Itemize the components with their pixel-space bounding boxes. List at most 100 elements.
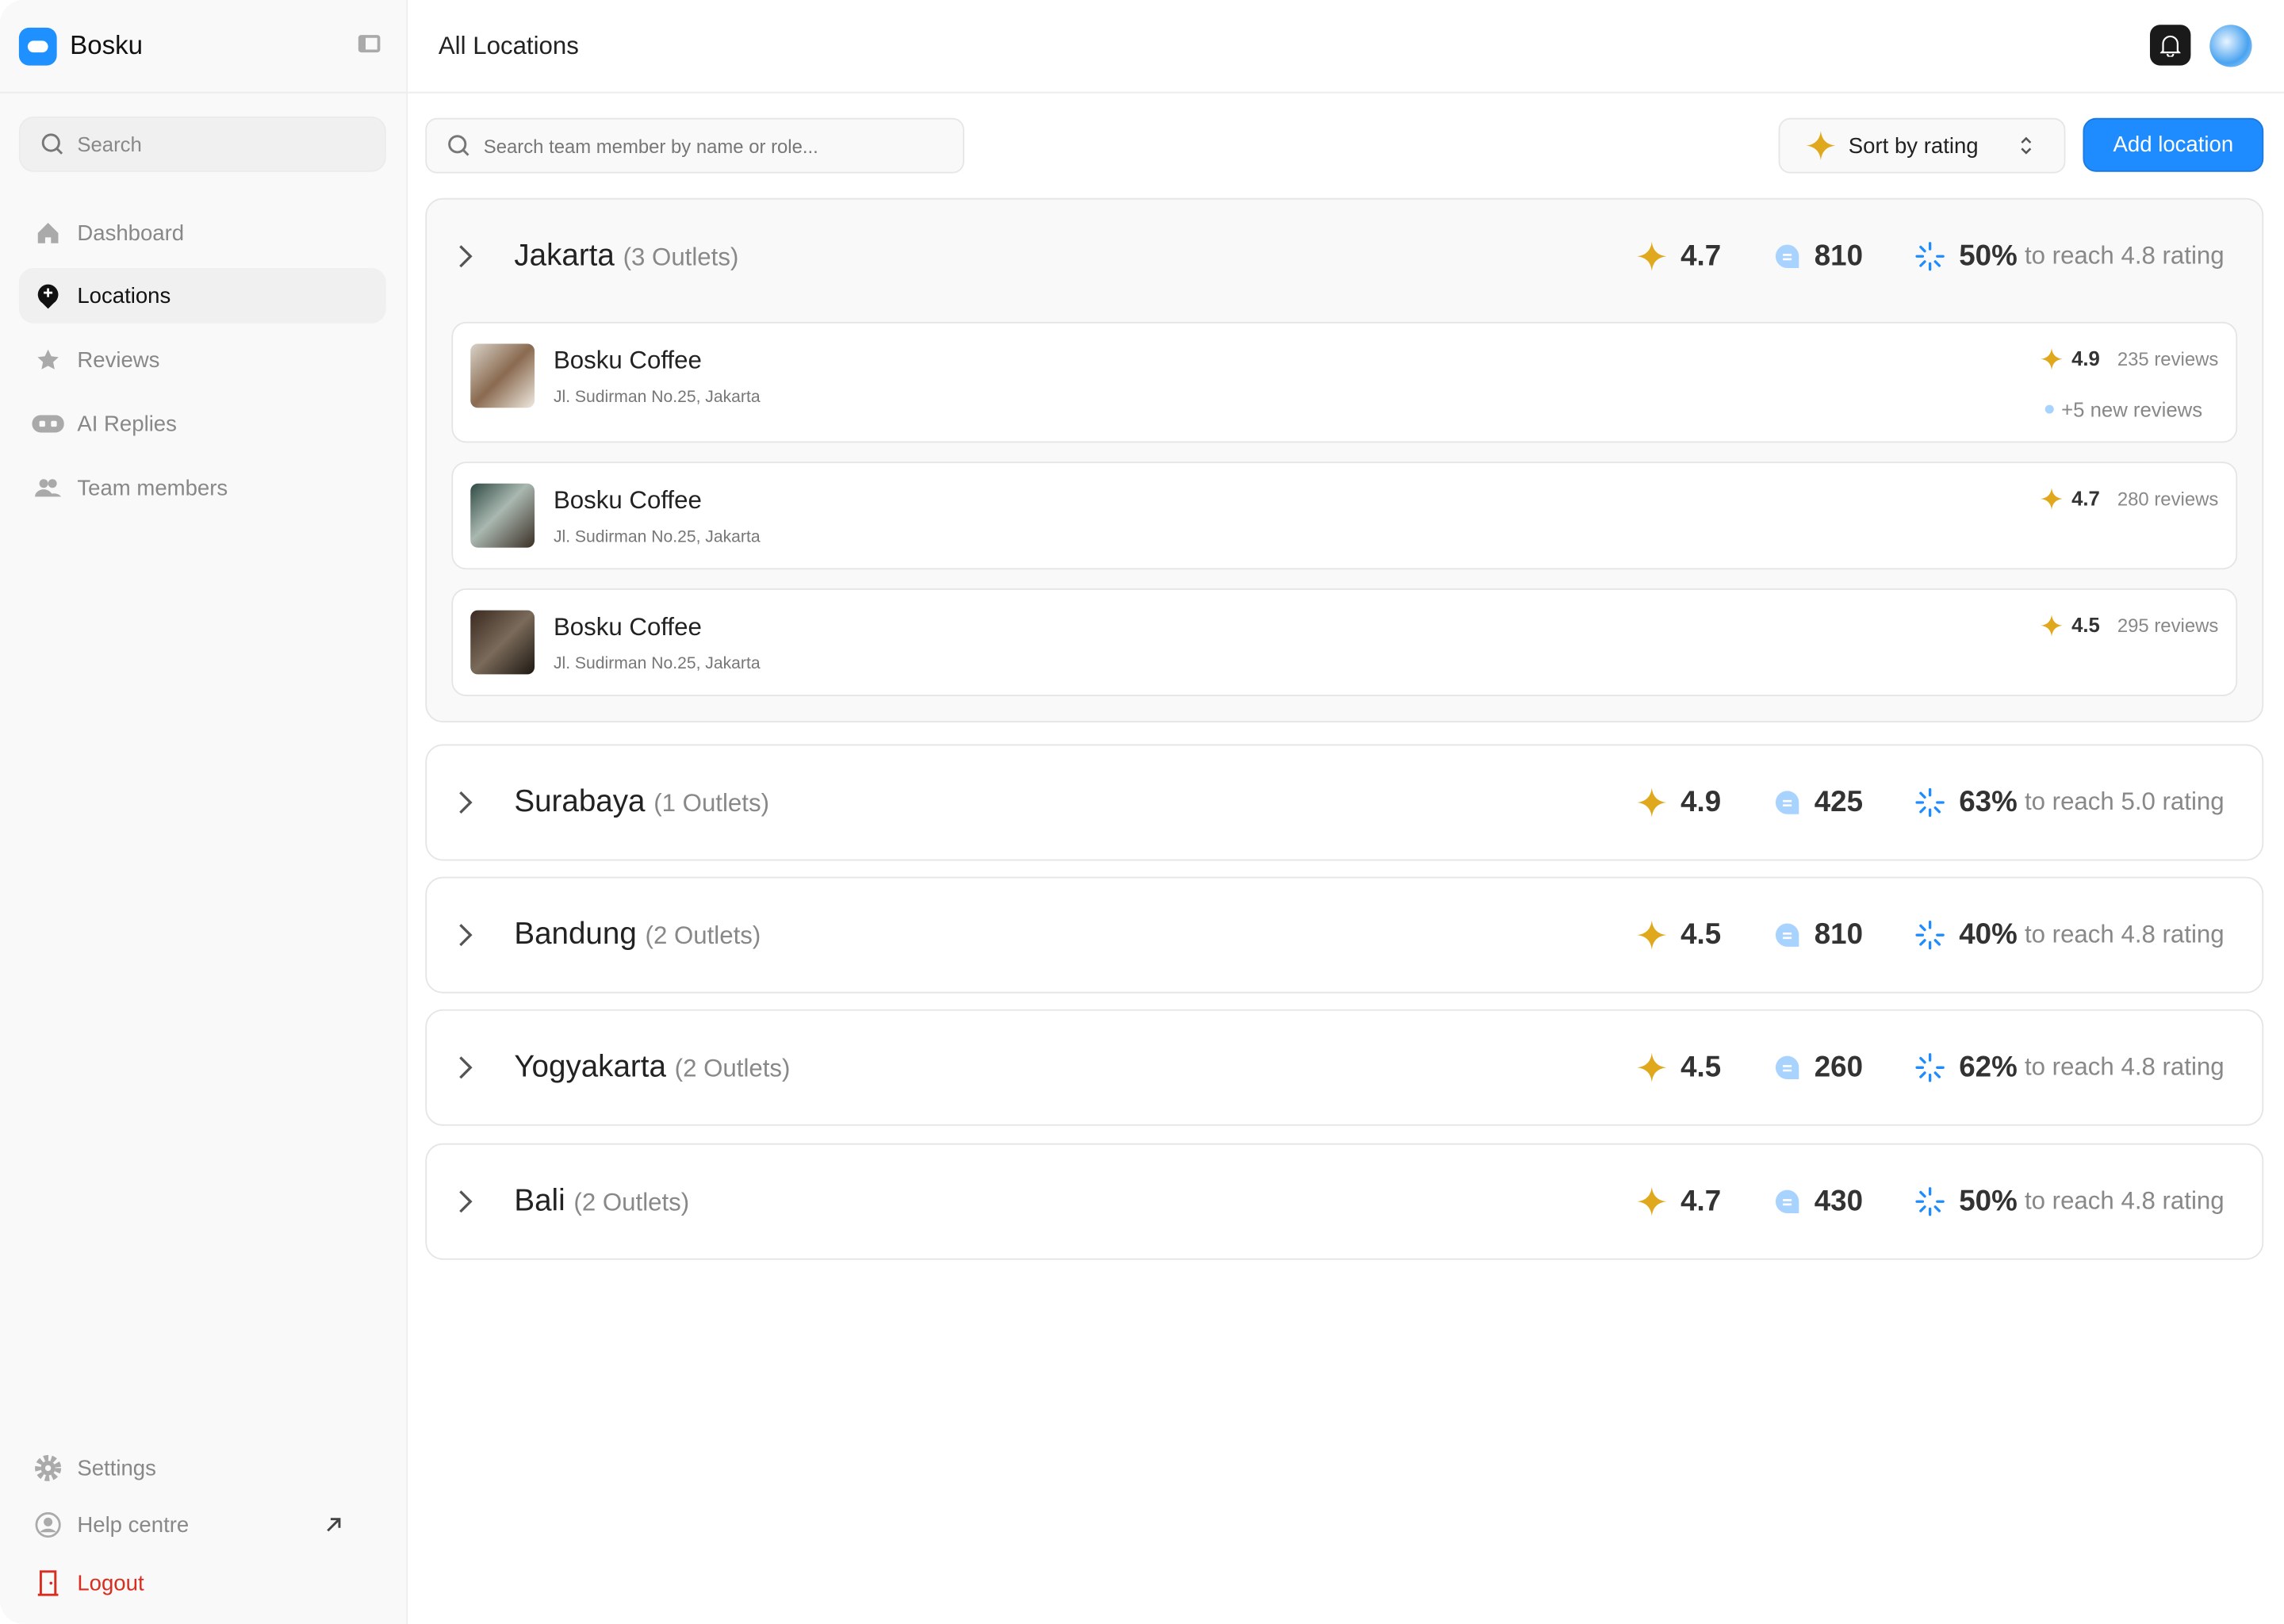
outlet-photo <box>470 483 535 548</box>
outlet-name: Bosku Coffee <box>553 613 702 642</box>
rating-stat: 4.5 <box>1636 918 1721 952</box>
sidebar-item-help-centre[interactable]: Help centre <box>19 1500 386 1549</box>
progress-percent: 63% <box>1959 785 2018 818</box>
outlet-rating: 4.9 235 reviews <box>2041 347 2218 370</box>
sidebar-item-label: Help centre <box>77 1512 190 1538</box>
city-label: Yogyakarta <box>514 1050 666 1084</box>
location-group-header[interactable]: Surabaya (1 Outlets) 4.9 425 63% to reach… <box>427 745 2262 859</box>
comment-icon <box>1775 1055 1799 1079</box>
location-group-header[interactable]: Bandung (2 Outlets) 4.5 810 40% to reach … <box>427 879 2262 992</box>
outlet-card[interactable]: Bosku Coffee Jl. Sudirman No.25, Jakarta… <box>451 588 2238 696</box>
sidebar-item-dashboard[interactable]: Dashboard <box>19 205 386 261</box>
user-circle-icon <box>19 1511 77 1538</box>
outlet-review-count: 295 reviews <box>2117 614 2219 636</box>
rating-stat: 4.7 <box>1636 1185 1721 1218</box>
city-name: Yogyakarta (2 Outlets) <box>514 1050 790 1085</box>
sidebar-item-settings[interactable]: Settings <box>19 1443 386 1492</box>
location-group: Surabaya (1 Outlets) 4.9 425 63% to reach… <box>425 744 2264 861</box>
chevron-right-icon[interactable] <box>456 922 473 948</box>
reviews-stat: 810 <box>1773 918 1863 952</box>
reviews-count: 430 <box>1814 1185 1864 1217</box>
city-name: Surabaya (1 Outlets) <box>514 785 769 820</box>
location-group: Jakarta (3 Outlets) 4.7 810 50% to reach … <box>425 197 2264 723</box>
logo-icon <box>18 26 57 65</box>
sidebar-item-label: AI Replies <box>77 411 177 437</box>
sparkle-icon <box>1636 920 1666 950</box>
brand: Bosku <box>0 0 407 94</box>
team-search-input[interactable]: Search team member by name or role... <box>425 117 964 174</box>
progress-percent: 50% <box>1959 239 2018 272</box>
sidebar-item-locations[interactable]: Locations <box>18 267 386 324</box>
reviews-stat: 430 <box>1773 1185 1863 1218</box>
city-name: Bandung (2 Outlets) <box>514 917 761 952</box>
goal-text: to reach 4.8 rating <box>2024 1186 2225 1215</box>
app-name: Bosku <box>70 30 144 60</box>
city-label: Bandung <box>514 917 637 952</box>
outlet-card[interactable]: Bosku Coffee Jl. Sudirman No.25, Jakarta… <box>451 462 2238 570</box>
location-group-header[interactable]: Jakarta (3 Outlets) 4.7 810 50% to reach … <box>427 200 2262 313</box>
bell-icon <box>2159 34 2181 56</box>
progress-percent: 40% <box>1959 918 2018 951</box>
bot-icon <box>19 415 77 433</box>
outlet-address: Jl. Sudirman No.25, Jakarta <box>553 528 761 546</box>
comment-icon <box>1775 923 1799 947</box>
outlet-address: Jl. Sudirman No.25, Jakarta <box>553 389 761 407</box>
progress-percent: 62% <box>1959 1051 2018 1083</box>
rating-stat: 4.9 <box>1636 785 1722 819</box>
rating-stat: 4.7 <box>1636 239 1721 273</box>
location-group: Bandung (2 Outlets) 4.5 810 40% to reach … <box>425 876 2264 994</box>
sidebar-item-logout[interactable]: Logout <box>19 1558 386 1607</box>
main-content: All Locations Search team member by name… <box>408 0 2284 1624</box>
outlet-card[interactable]: Bosku Coffee Jl. Sudirman No.25, Jakarta… <box>451 321 2238 443</box>
goal-text: to reach 5.0 rating <box>2024 787 2225 816</box>
rating-stat: 4.5 <box>1636 1051 1721 1084</box>
users-icon <box>19 477 77 498</box>
outlet-review-count: 280 reviews <box>2117 487 2219 509</box>
outlet-rating-value: 4.5 <box>2071 613 2100 637</box>
location-group-header[interactable]: Bali (2 Outlets) 4.7 430 50% to reach 4.8… <box>427 1145 2262 1258</box>
sidebar-search-input[interactable]: Search <box>18 116 386 172</box>
rating-value: 4.9 <box>1680 785 1722 818</box>
city-label: Bali <box>514 1184 565 1218</box>
sidebar-item-ai-replies[interactable]: AI Replies <box>19 396 386 452</box>
reviews-count: 810 <box>1814 239 1864 272</box>
chevron-right-icon[interactable] <box>456 243 473 270</box>
notifications-button[interactable] <box>2149 25 2191 66</box>
chevron-updown-icon <box>2021 136 2032 155</box>
add-location-button[interactable]: Add location <box>2083 117 2264 172</box>
outlet-count: (3 Outlets) <box>623 243 739 271</box>
goal-stat: 50% to reach 4.8 rating <box>1915 1185 2225 1218</box>
progress-percent: 50% <box>1959 1185 2018 1217</box>
reviews-count: 260 <box>1814 1051 1864 1083</box>
goal-stat: 40% to reach 4.8 rating <box>1915 918 2225 952</box>
search-placeholder: Search team member by name or role... <box>483 134 818 157</box>
sidebar-item-label: Team members <box>77 475 228 500</box>
sparkle-icon <box>2041 347 2064 370</box>
star-icon <box>19 348 77 371</box>
goal-stat: 50% to reach 4.8 rating <box>1915 239 2225 273</box>
location-group-header[interactable]: Yogyakarta (2 Outlets) 4.5 260 62% to rea… <box>427 1011 2262 1124</box>
sidebar-item-reviews[interactable]: Reviews <box>19 332 386 388</box>
chevron-right-icon[interactable] <box>456 1055 473 1081</box>
city-name: Jakarta (3 Outlets) <box>514 239 738 274</box>
sort-select[interactable]: Sort by rating <box>1778 117 2066 174</box>
outlet-rating: 4.7 280 reviews <box>2041 486 2219 510</box>
sidebar-item-team-members[interactable]: Team members <box>19 460 386 515</box>
outlet-rating: 4.5 295 reviews <box>2041 613 2219 637</box>
chevron-right-icon[interactable] <box>456 1189 473 1215</box>
external-link-icon <box>327 1518 341 1532</box>
goal-stat: 62% to reach 4.8 rating <box>1915 1051 2225 1084</box>
outlet-count: (1 Outlets) <box>653 789 769 818</box>
chevron-right-icon[interactable] <box>456 789 473 815</box>
city-label: Jakarta <box>514 239 615 273</box>
sparkle-icon <box>2041 614 2064 636</box>
goal-text: to reach 4.8 rating <box>2024 241 2225 270</box>
sidebar: Bosku Search Dashboard Locations Reviews… <box>0 0 408 1624</box>
location-group: Bali (2 Outlets) 4.7 430 50% to reach 4.8… <box>425 1143 2264 1260</box>
progress-spinner-icon <box>1915 1187 1945 1216</box>
comment-icon <box>1775 244 1799 268</box>
reviews-stat: 260 <box>1773 1051 1863 1084</box>
new-reviews-badge[interactable]: +5 new reviews <box>2044 397 2202 421</box>
avatar[interactable] <box>2209 25 2252 67</box>
sidebar-toggle-icon[interactable] <box>358 35 381 53</box>
